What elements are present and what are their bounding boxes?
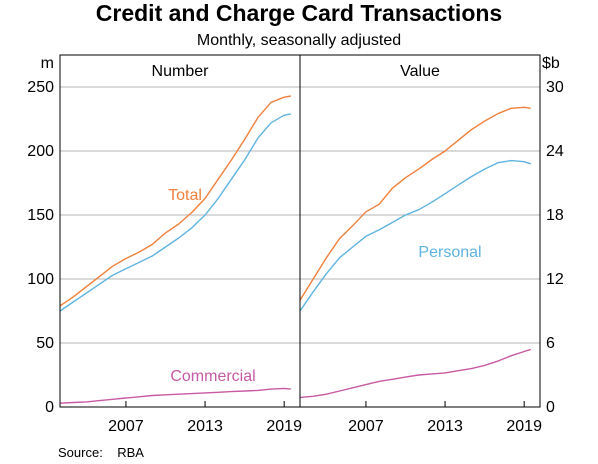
series-label-personal: Personal bbox=[418, 244, 481, 261]
x-tick-label: 2019 bbox=[506, 418, 542, 435]
series-line-total bbox=[299, 106, 531, 301]
y-tick-label: 6 bbox=[546, 335, 555, 352]
y-tick-label: 200 bbox=[27, 143, 54, 160]
unit-label: $b bbox=[542, 55, 560, 72]
series-line-commercial bbox=[59, 387, 291, 404]
unit-label: m bbox=[41, 55, 54, 72]
y-tick-label: 50 bbox=[36, 335, 54, 352]
chart-subtitle: Monthly, seasonally adjusted bbox=[197, 32, 401, 49]
chart-title: Credit and Charge Card Transactions bbox=[96, 0, 502, 26]
y-tick-label: 0 bbox=[45, 399, 54, 416]
series-line-personal bbox=[59, 113, 291, 312]
y-tick-label: 18 bbox=[546, 207, 564, 224]
y-tick-label: 24 bbox=[546, 143, 564, 160]
panel-number: 0 50 100 150 200 250 2007 2013 2019 m Number Total C… bbox=[27, 55, 302, 435]
panel-value: 0 6 12 18 24 30 2007 2013 2019 $b Value Personal bbox=[299, 55, 564, 435]
y-tick-label: 250 bbox=[27, 79, 54, 96]
x-tick-label: 2013 bbox=[187, 418, 223, 435]
series-line-personal bbox=[299, 159, 532, 312]
series-line-total bbox=[59, 95, 291, 307]
series-line-commercial bbox=[299, 348, 532, 399]
panel-title: Value bbox=[400, 63, 440, 80]
series-label-commercial: Commercial bbox=[170, 368, 255, 385]
y-tick-label: 100 bbox=[27, 271, 54, 288]
x-tick-label: 2007 bbox=[108, 418, 144, 435]
source-note: Source: RBA bbox=[58, 445, 144, 460]
x-tick-label: 2007 bbox=[348, 418, 384, 435]
x-tick-label: 2019 bbox=[266, 418, 302, 435]
x-tick-label: 2013 bbox=[427, 418, 463, 435]
panel-title: Number bbox=[152, 63, 210, 80]
series-label-total: Total bbox=[168, 187, 202, 204]
y-tick-label: 30 bbox=[546, 79, 564, 96]
y-tick-label: 0 bbox=[546, 399, 555, 416]
y-tick-label: 150 bbox=[27, 207, 54, 224]
y-tick-label: 12 bbox=[546, 271, 564, 288]
